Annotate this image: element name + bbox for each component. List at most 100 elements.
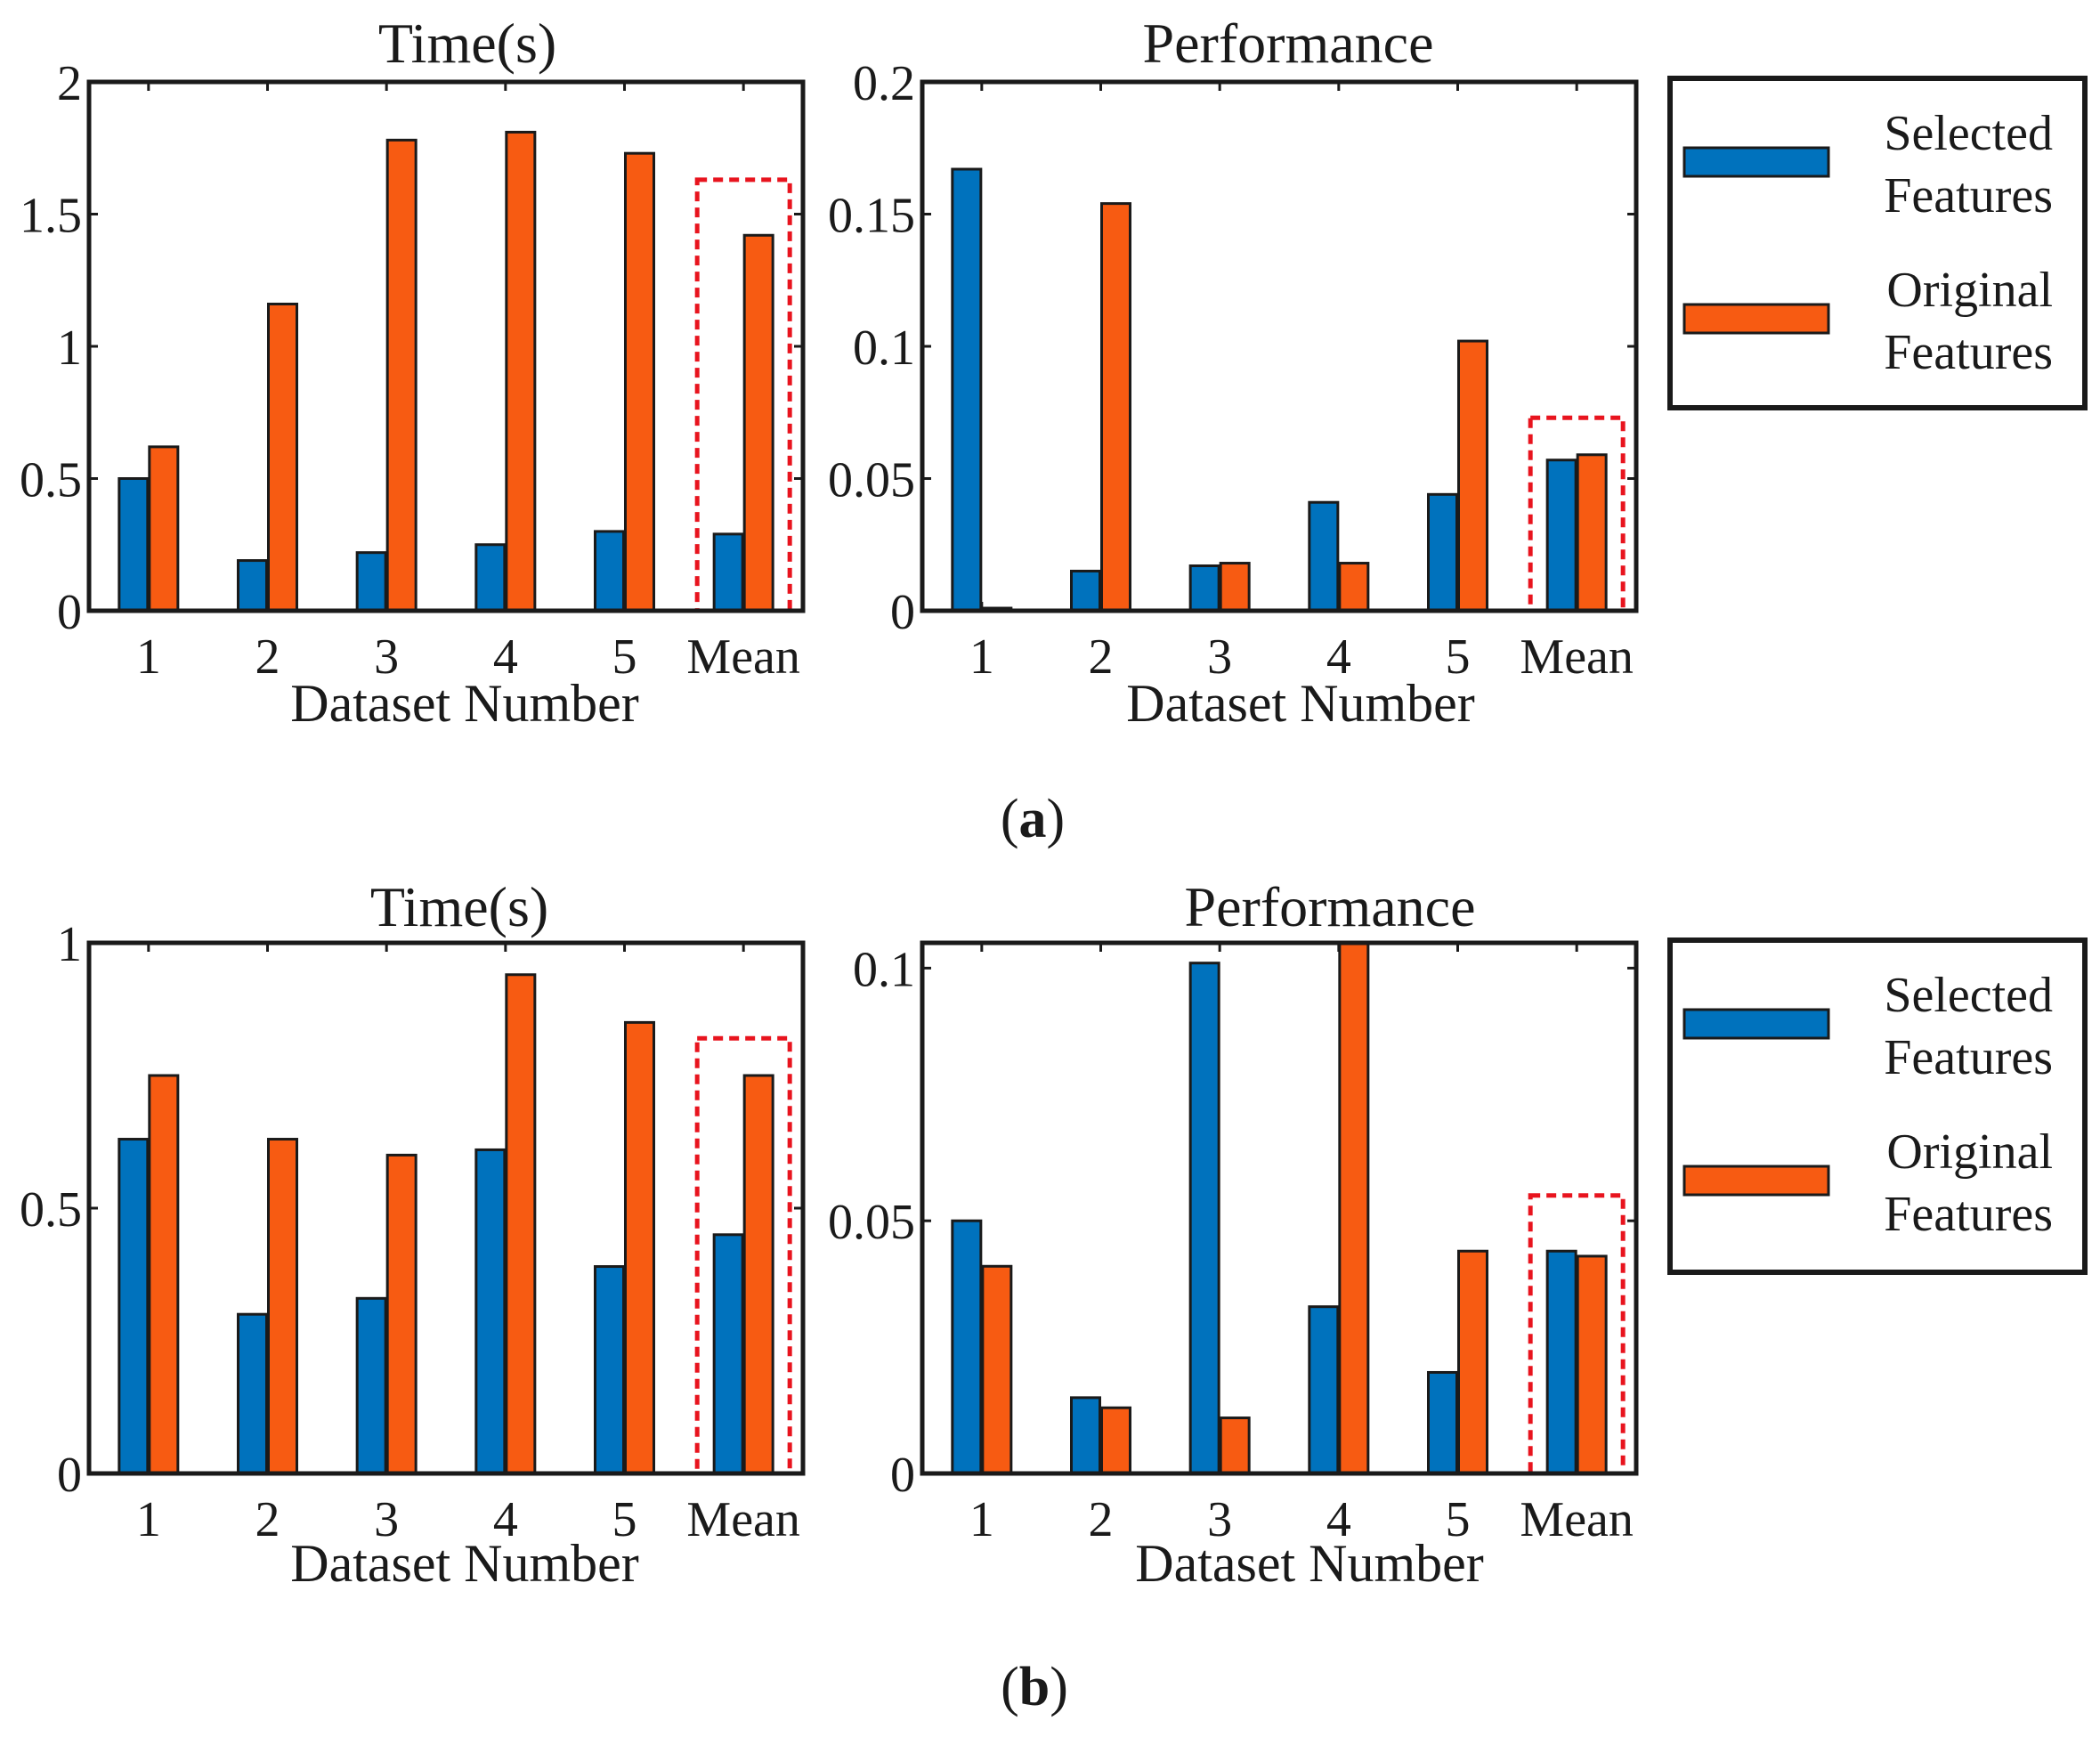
x-tick-label: 4	[493, 629, 518, 685]
original-bar	[981, 1264, 1013, 1475]
x-tick-label: Mean	[1520, 629, 1634, 685]
legend: Selected Features Original Features	[1667, 76, 2088, 410]
chart-title: Performance	[1185, 875, 1476, 938]
selected-bar	[1188, 564, 1220, 613]
original-bar	[385, 1153, 418, 1475]
selected-bar	[951, 167, 983, 613]
x-tick-label: 2	[1089, 1492, 1114, 1547]
x-tick-label: 1	[136, 1492, 161, 1547]
original-bar	[624, 151, 655, 613]
x-tick-label: 4	[493, 1492, 518, 1547]
selected-bar	[1070, 569, 1101, 613]
selected-bar	[355, 1296, 387, 1475]
selected-bar	[237, 1312, 268, 1475]
original-bar	[1219, 1416, 1251, 1475]
selected-bar	[474, 543, 507, 613]
selected-bar	[1070, 1396, 1101, 1475]
original-bar	[1576, 453, 1608, 613]
y-tick-label: 1	[57, 917, 82, 972]
legend-swatch	[1682, 1165, 1830, 1197]
legend-label: Features	[1884, 1187, 2053, 1242]
y-tick-label: 0.1	[853, 321, 915, 376]
x-tick-label: 3	[1207, 1492, 1232, 1547]
legend-label: Original	[1886, 263, 2053, 318]
caption-paren: )	[1047, 789, 1066, 849]
selected-bar	[712, 532, 744, 613]
x-tick-label: 3	[374, 1492, 399, 1547]
y-tick-label: 0.1	[853, 942, 915, 997]
x-tick-label: 4	[1326, 629, 1351, 685]
selected-bar	[355, 551, 387, 613]
chart-a-performance: Performance 0 0.05 0.1 0.15 0.2 1 2 3 4 5 Mean Datas…	[828, 12, 1639, 733]
original-bar	[742, 233, 774, 613]
y-tick-label: 2	[57, 56, 82, 111]
x-tick-label: 1	[969, 1492, 994, 1547]
original-bar	[1100, 1406, 1131, 1475]
x-tick-label: 5	[1446, 1492, 1471, 1547]
selected-bar	[951, 1219, 983, 1475]
caption-a: (a)	[1001, 789, 1065, 849]
original-bar	[1457, 339, 1488, 613]
x-tick-label: Mean	[686, 629, 800, 685]
legend: Selected Features Original Features	[1667, 937, 2088, 1275]
selected-bar	[1427, 1370, 1458, 1475]
original-bar	[505, 973, 537, 1475]
selected-bar	[1427, 492, 1458, 613]
chart-a-time: Time(s) 0 0.5 1 1.5 2 1 2 3 4 5 Mean Dataset Number	[20, 12, 806, 733]
highlight-box	[694, 1035, 792, 1476]
chart-title: Time(s)	[370, 875, 548, 938]
selected-bar	[118, 1138, 150, 1475]
caption-letter: a	[1019, 789, 1047, 849]
selected-bar	[594, 1265, 625, 1475]
legend-label: Original	[1886, 1124, 2053, 1180]
x-tick-label: Mean	[686, 1492, 800, 1547]
y-tick-label: 0.2	[853, 56, 915, 111]
x-tick-label: 1	[136, 629, 161, 685]
selected-bar	[118, 477, 150, 613]
legend-box	[1667, 76, 2088, 410]
caption-paren: )	[1050, 1657, 1068, 1717]
x-axis-label: Dataset Number	[1126, 674, 1475, 733]
original-bar	[742, 1074, 774, 1475]
original-bar	[267, 302, 298, 613]
legend-swatch	[1682, 146, 1830, 178]
selected-bar	[594, 530, 625, 613]
chart-title: Time(s)	[378, 12, 556, 75]
legend-label: Features	[1884, 325, 2053, 380]
original-bar	[148, 445, 180, 613]
original-bar	[1219, 562, 1251, 613]
x-tick-label: 2	[255, 629, 280, 685]
caption-paren: (	[1001, 789, 1019, 849]
x-tick-label: 1	[969, 629, 994, 685]
original-bar	[148, 1074, 180, 1475]
x-tick-label: 4	[1326, 1492, 1351, 1547]
y-tick-label: 1	[57, 321, 82, 376]
y-tick-label: 0.15	[828, 189, 915, 244]
original-bar	[1338, 941, 1370, 1475]
selected-bar	[1308, 500, 1340, 613]
caption-letter: b	[1019, 1657, 1050, 1717]
x-tick-label: 5	[612, 1492, 637, 1547]
x-axis-label: Dataset Number	[1135, 1534, 1484, 1593]
original-bar	[385, 138, 418, 613]
legend-label: Selected	[1884, 106, 2053, 161]
x-tick-label: 5	[1446, 629, 1471, 685]
x-axis-label: Dataset Number	[290, 1534, 639, 1593]
x-tick-label: Mean	[1520, 1492, 1634, 1547]
legend-label: Features	[1884, 1030, 2053, 1085]
chart-title: Performance	[1143, 12, 1434, 75]
original-bar	[1338, 562, 1370, 613]
y-tick-label: 0	[890, 1448, 915, 1503]
y-tick-label: 1.5	[20, 189, 82, 244]
legend-label: Selected	[1884, 968, 2053, 1023]
original-bar	[1576, 1254, 1608, 1475]
caption-paren: (	[1001, 1657, 1019, 1717]
x-tick-label: 5	[612, 629, 637, 685]
x-axis-label: Dataset Number	[290, 674, 639, 733]
legend-swatch	[1682, 303, 1830, 335]
chart-b-time: Time(s) 0 0.5 1 1 2 3 4 5 Mean Dataset Number	[20, 875, 806, 1593]
y-tick-label: 0	[57, 585, 82, 640]
selected-bar	[474, 1148, 507, 1475]
original-bar	[1457, 1249, 1488, 1475]
